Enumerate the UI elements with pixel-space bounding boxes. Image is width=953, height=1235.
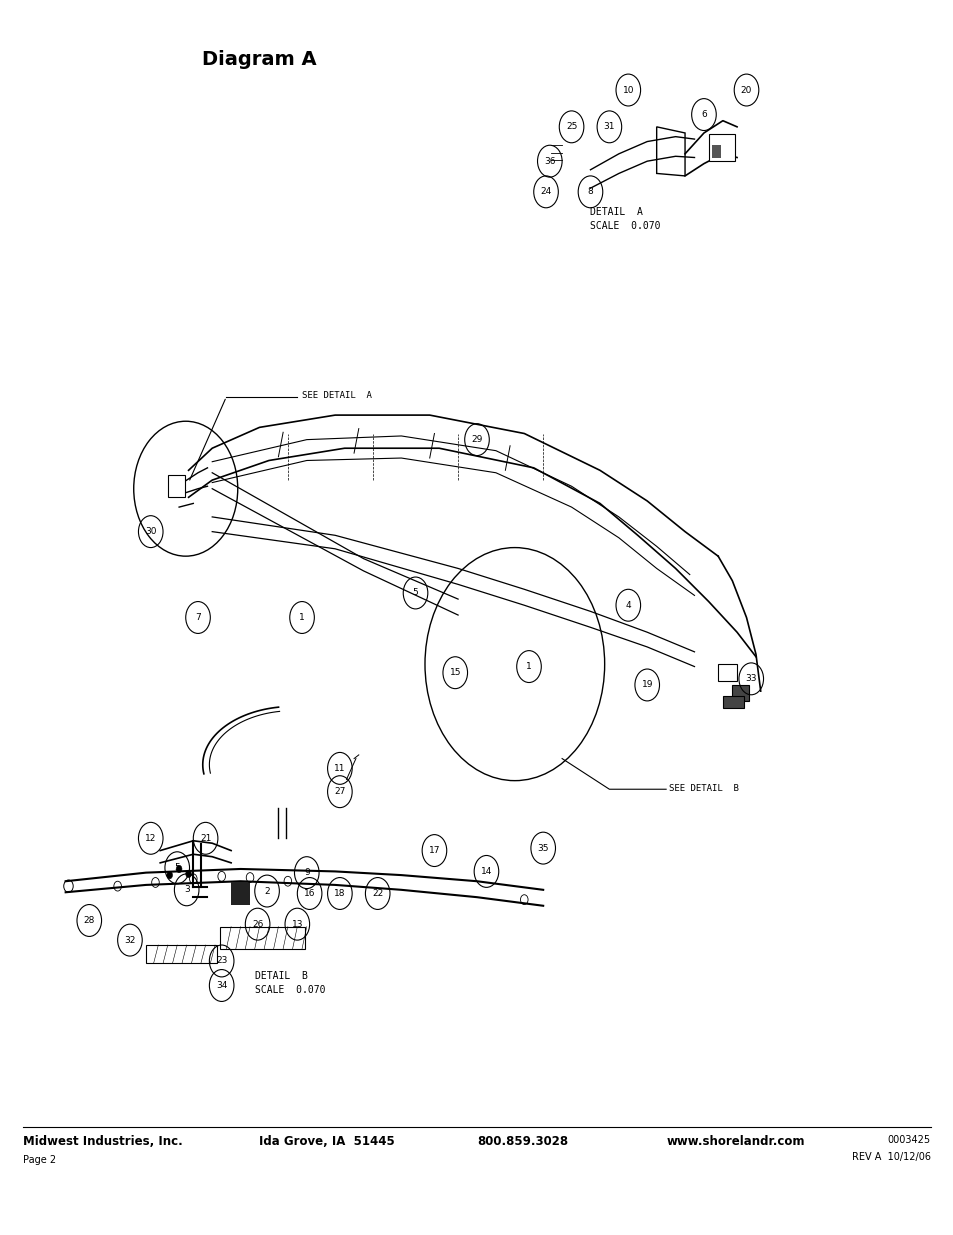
- Bar: [146, 945, 216, 963]
- Text: 800.859.3028: 800.859.3028: [476, 1135, 568, 1149]
- Text: 18: 18: [334, 889, 345, 898]
- Text: 15: 15: [449, 668, 460, 677]
- Text: 22: 22: [372, 889, 383, 898]
- Text: 23: 23: [215, 956, 227, 966]
- Text: SEE DETAIL  B: SEE DETAIL B: [668, 783, 738, 793]
- Text: 1: 1: [299, 613, 305, 622]
- Text: 30: 30: [145, 527, 156, 536]
- Text: 31: 31: [603, 122, 615, 131]
- Text: 6: 6: [700, 110, 706, 119]
- Text: 20: 20: [740, 85, 751, 95]
- Text: 16: 16: [304, 889, 315, 898]
- Text: 11: 11: [334, 764, 345, 773]
- Text: 9: 9: [304, 868, 310, 877]
- Text: Ida Grove, IA  51445: Ida Grove, IA 51445: [259, 1135, 395, 1149]
- Text: 26: 26: [252, 920, 263, 929]
- Text: 21: 21: [200, 834, 211, 842]
- Text: DETAIL  B
SCALE  0.070: DETAIL B SCALE 0.070: [254, 971, 325, 994]
- Text: DETAIL  A
SCALE  0.070: DETAIL A SCALE 0.070: [590, 206, 660, 231]
- Text: 0003425: 0003425: [887, 1135, 930, 1145]
- Bar: [718, 664, 737, 682]
- Text: 5: 5: [413, 588, 418, 598]
- Text: 12: 12: [145, 834, 156, 842]
- Text: 34: 34: [215, 981, 227, 990]
- Bar: [711, 146, 720, 158]
- Bar: [732, 685, 748, 701]
- Text: 24: 24: [539, 188, 551, 196]
- Text: 32: 32: [124, 936, 135, 945]
- Bar: [708, 135, 735, 162]
- Text: 25: 25: [565, 122, 577, 131]
- Bar: [219, 926, 305, 948]
- Text: 13: 13: [292, 920, 303, 929]
- Text: REV A  10/12/06: REV A 10/12/06: [851, 1152, 930, 1162]
- Text: Midwest Industries, Inc.: Midwest Industries, Inc.: [23, 1135, 183, 1149]
- Text: 10: 10: [622, 85, 634, 95]
- Bar: [722, 697, 743, 709]
- Text: 35: 35: [537, 844, 548, 852]
- Text: Diagram A: Diagram A: [202, 49, 316, 69]
- Text: 5: 5: [174, 863, 180, 872]
- Text: 36: 36: [543, 157, 555, 165]
- Text: 1: 1: [526, 662, 532, 671]
- Text: 2: 2: [264, 887, 270, 895]
- Text: 8: 8: [587, 188, 593, 196]
- Text: 14: 14: [480, 867, 492, 876]
- Text: 29: 29: [471, 435, 482, 445]
- Text: 17: 17: [428, 846, 439, 855]
- Text: 27: 27: [334, 787, 345, 797]
- Text: 3: 3: [184, 885, 190, 894]
- Circle shape: [167, 872, 172, 879]
- Text: SEE DETAIL  A: SEE DETAIL A: [302, 391, 372, 400]
- Text: 33: 33: [744, 674, 756, 683]
- Text: 19: 19: [640, 680, 652, 689]
- Bar: [231, 883, 250, 904]
- Text: 4: 4: [625, 600, 631, 610]
- FancyBboxPatch shape: [168, 475, 185, 498]
- Circle shape: [186, 871, 192, 878]
- Text: 28: 28: [84, 916, 95, 925]
- Text: www.shorelandr.com: www.shorelandr.com: [665, 1135, 803, 1149]
- Text: 7: 7: [195, 613, 201, 622]
- Text: Page 2: Page 2: [23, 1155, 56, 1165]
- Circle shape: [176, 866, 182, 873]
